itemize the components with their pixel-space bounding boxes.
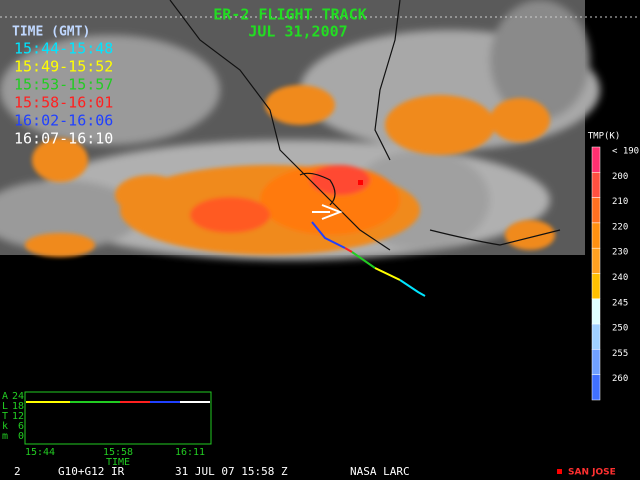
- y-tick-label: 6: [18, 421, 24, 432]
- colorbar-swatch: [591, 273, 601, 300]
- marker-label: SAN JOSE: [568, 468, 616, 478]
- colorbar-label: 230: [612, 248, 628, 258]
- colorbar-label: 220: [612, 222, 628, 232]
- legend-entry: 15:49-15:52: [14, 58, 113, 76]
- legend-title: TIME (GMT): [12, 25, 90, 40]
- colorbar-label: 200: [612, 172, 628, 182]
- colorbar-swatch: [591, 323, 601, 350]
- date: JUL 31,2007: [248, 23, 347, 41]
- legend-entry: 16:07-16:10: [14, 130, 113, 148]
- x-axis-title: TIME: [106, 457, 130, 468]
- colorbar-swatch: [591, 172, 601, 198]
- legend-entry: 16:02-16:06: [14, 112, 113, 130]
- x-tick-label: 15:44: [25, 447, 55, 458]
- colorbar-swatch: [591, 247, 601, 274]
- colorbar: < 190 200 210 220 230 240 245 250 255 260: [591, 146, 639, 401]
- legend-entry: 15:58-16:01: [14, 94, 113, 112]
- sensor: G10+G12 IR: [58, 465, 125, 478]
- colorbar-label: < 190: [612, 147, 639, 157]
- colorbar-swatch: [591, 298, 601, 325]
- title: ER-2 FLIGHT TRACK: [213, 6, 367, 24]
- colorbar-label: 255: [612, 349, 628, 359]
- frame-number: 2: [14, 465, 21, 478]
- colorbar-label: 260: [612, 374, 628, 384]
- colorbar-label: 210: [612, 197, 628, 207]
- colorbar-label: 240: [612, 273, 628, 283]
- axis-title-letter: A: [2, 391, 8, 402]
- legend-entry: 15:53-15:57: [14, 76, 113, 94]
- axis-title-letter: m: [2, 431, 8, 442]
- axis-title-letter: T: [2, 411, 8, 422]
- colorbar-label: 245: [612, 298, 628, 308]
- time-legend: 15:44-15:4815:49-15:5215:53-15:5715:58-1…: [14, 40, 113, 148]
- y-tick-label: 0: [18, 431, 24, 442]
- y-tick-label: 24: [12, 391, 24, 402]
- colorbar-swatch: [591, 349, 601, 375]
- x-tick-label: 15:58: [103, 447, 133, 458]
- colorbar-label: 250: [612, 324, 628, 334]
- axis-title-letter: L: [2, 401, 8, 412]
- axis-title-letter: k: [2, 421, 8, 432]
- x-tick-label: 16:11: [175, 447, 205, 458]
- satellite-image: [0, 0, 600, 260]
- y-tick-label: 12: [12, 411, 24, 422]
- colorbar-title: TMP(K): [588, 132, 621, 142]
- source: NASA LARC: [350, 465, 410, 478]
- colorbar-swatch: [591, 374, 601, 401]
- colorbar-swatch: [591, 146, 601, 173]
- flight-track: [311, 204, 426, 297]
- datetime: 31 JUL 07 15:58 Z: [175, 465, 288, 478]
- y-tick-label: 18: [12, 401, 24, 412]
- colorbar-swatch: [591, 197, 601, 224]
- marker-icon: [557, 469, 562, 474]
- legend-entry: 15:44-15:48: [14, 40, 113, 58]
- colorbar-swatch: [591, 222, 601, 249]
